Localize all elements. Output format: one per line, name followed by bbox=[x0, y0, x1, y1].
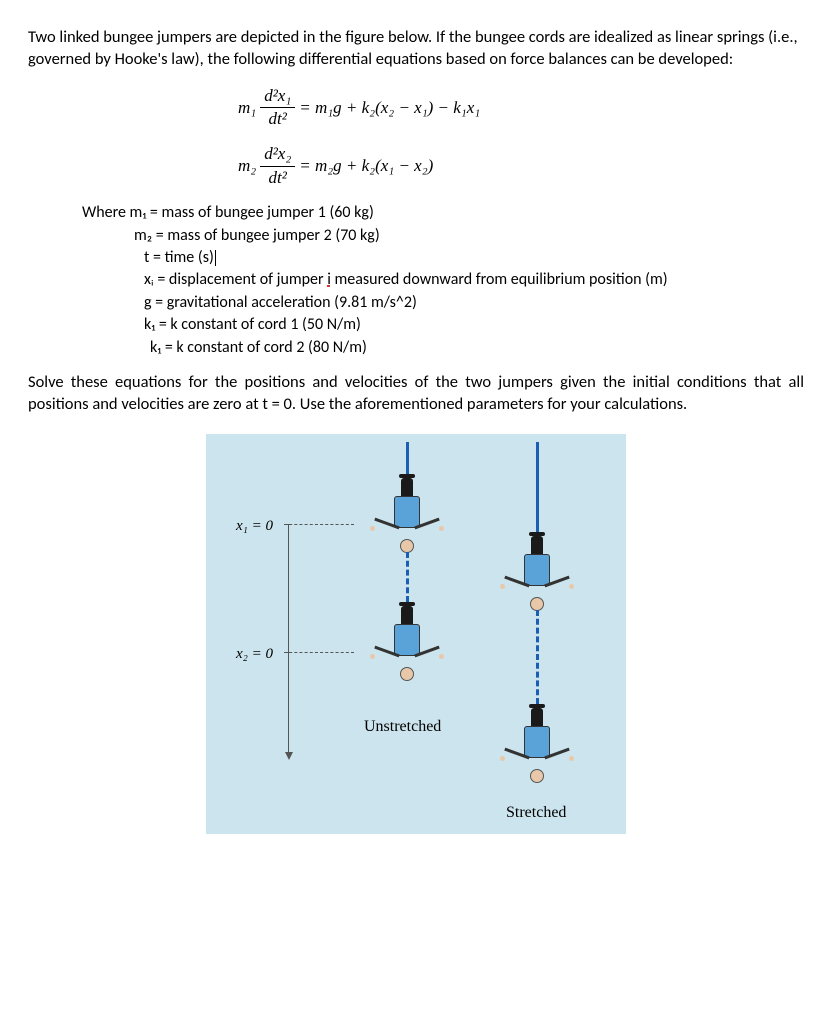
unstretched-caption: Unstretched bbox=[364, 716, 441, 738]
x2-dashed-line bbox=[284, 652, 354, 653]
cord-mid-unstretched bbox=[406, 552, 409, 602]
axis-arrow-line bbox=[288, 524, 289, 754]
equation-1: m₁ d²x₁ dt² = m₁g + k₂(x₂ − x₁) − k₁x₁ bbox=[238, 85, 804, 132]
solve-instruction: Solve these equations for the positions … bbox=[28, 371, 804, 416]
jumper-2-stretched bbox=[514, 704, 560, 783]
def-k2: k₁ = k constant of cord 2 (80 N/m) bbox=[82, 337, 804, 359]
cord-top-unstretched bbox=[406, 442, 409, 474]
x1-zero-label: x₁ = 0 bbox=[236, 516, 273, 536]
cord-top-stretched bbox=[536, 442, 539, 532]
def-k1: k₁ = k constant of cord 1 (50 N/m) bbox=[82, 314, 804, 336]
equations-block: m₁ d²x₁ dt² = m₁g + k₂(x₂ − x₁) − k₁x₁ m… bbox=[28, 85, 804, 191]
def-t: t = time (s) bbox=[82, 247, 804, 269]
x2-zero-label: x₂ = 0 bbox=[236, 644, 273, 664]
cord-mid-stretched bbox=[536, 610, 539, 704]
variable-definitions: Where m₁ = mass of bungee jumper 1 (60 k… bbox=[82, 202, 804, 359]
jumper-1-stretched bbox=[514, 532, 560, 611]
text-cursor bbox=[215, 250, 216, 266]
stretched-caption: Stretched bbox=[506, 802, 566, 824]
def-g: g = gravitational acceleration (9.81 m/s… bbox=[82, 292, 804, 314]
axis-tick-x1 bbox=[284, 524, 292, 525]
axis-tick-x2 bbox=[284, 652, 292, 653]
x1-dashed-line bbox=[284, 524, 354, 525]
def-m2: m₂ = mass of bungee jumper 2 (70 kg) bbox=[82, 225, 804, 247]
def-m1: Where m₁ = mass of bungee jumper 1 (60 k… bbox=[82, 202, 804, 224]
axis-arrow-head bbox=[285, 752, 293, 760]
def-xi: xᵢ = displacement of jumper i measured d… bbox=[82, 269, 804, 291]
jumper-1-unstretched bbox=[384, 474, 430, 553]
problem-intro: Two linked bungee jumpers are depicted i… bbox=[28, 26, 804, 71]
bungee-figure: x₁ = 0 x₂ = 0 Unstretched bbox=[206, 434, 626, 834]
equation-2: m₂ d²x₂ dt² = m₂g + k₂(x₁ − x₂) bbox=[238, 143, 804, 190]
jumper-2-unstretched bbox=[384, 602, 430, 681]
